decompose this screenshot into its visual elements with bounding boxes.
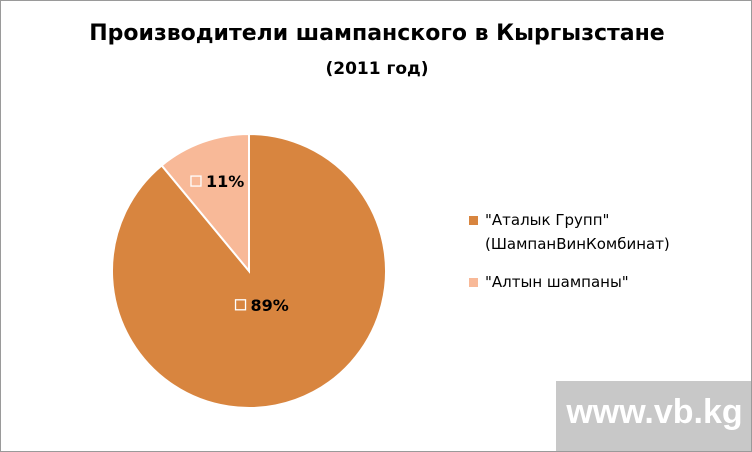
- data-label-altyn: 11%: [206, 172, 244, 191]
- data-label-marker-altyn: [190, 175, 202, 187]
- legend-item-altyn: "Алтын шампаны": [469, 270, 670, 294]
- watermark-box: www.vb.kg: [556, 381, 751, 451]
- legend-item-atalyk: "Аталык Групп" (ШампанВинКомбинат): [469, 208, 670, 256]
- data-label-atalyk: 89%: [251, 296, 289, 315]
- watermark-text: www.vb.kg: [566, 393, 743, 431]
- chart-subtitle: (2011 год): [325, 59, 429, 79]
- chart-title: Производители шампанского в Кыргызстане: [89, 21, 665, 46]
- chart-legend: "Аталык Групп" (ШампанВинКомбинат) "Алты…: [469, 208, 670, 308]
- legend-label-atalyk: "Аталык Групп" (ШампанВинКомбинат): [485, 211, 670, 253]
- pie-slice-altyn: [160, 132, 250, 274]
- legend-swatch-atalyk: [469, 216, 478, 225]
- data-label-marker-atalyk: [234, 299, 247, 311]
- legend-swatch-altyn: [469, 278, 478, 287]
- legend-label-altyn: "Алтын шампаны": [485, 273, 629, 291]
